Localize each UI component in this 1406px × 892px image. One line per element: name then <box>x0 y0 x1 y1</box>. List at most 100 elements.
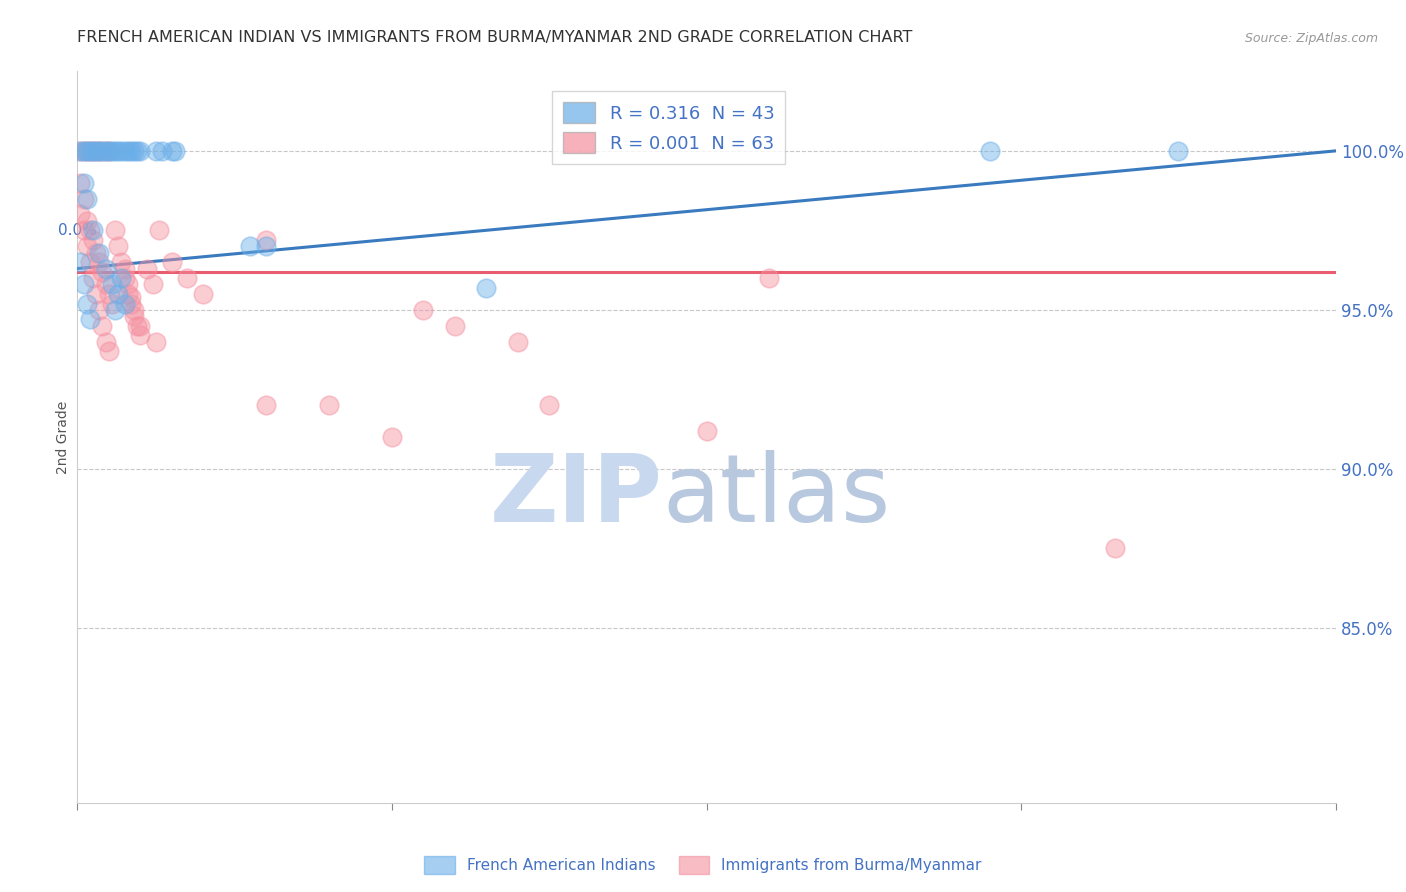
Point <box>979 144 1001 158</box>
Point <box>122 310 145 324</box>
Point <box>412 302 434 317</box>
Point <box>163 144 186 158</box>
Point <box>117 144 139 158</box>
Point <box>76 239 98 253</box>
Point <box>191 287 215 301</box>
Point <box>444 318 467 333</box>
Point <box>76 296 98 310</box>
Point <box>239 239 262 253</box>
Point <box>82 144 104 158</box>
Legend: French American Indians, Immigrants from Burma/Myanmar: French American Indians, Immigrants from… <box>418 850 988 880</box>
Point <box>69 207 91 221</box>
Point <box>97 144 120 158</box>
Point <box>254 398 277 412</box>
Point <box>758 271 780 285</box>
Point <box>150 144 173 158</box>
Point <box>84 144 107 158</box>
Point <box>82 223 104 237</box>
Point <box>129 328 152 343</box>
Point <box>72 277 94 292</box>
Point <box>72 223 94 237</box>
Point <box>79 144 101 158</box>
Point <box>79 144 101 158</box>
Point <box>318 398 340 412</box>
Text: atlas: atlas <box>662 450 891 541</box>
Point <box>104 223 127 237</box>
Point <box>89 144 111 158</box>
Point <box>72 176 94 190</box>
Text: FRENCH AMERICAN INDIAN VS IMMIGRANTS FROM BURMA/MYANMAR 2ND GRADE CORRELATION CH: FRENCH AMERICAN INDIAN VS IMMIGRANTS FRO… <box>77 29 912 45</box>
Point <box>129 144 152 158</box>
Point <box>79 223 101 237</box>
Point <box>94 277 117 292</box>
Point <box>82 233 104 247</box>
Point <box>148 223 170 237</box>
Point <box>72 144 94 158</box>
Point <box>122 302 145 317</box>
Point <box>114 296 136 310</box>
Point <box>89 255 111 269</box>
Point <box>101 144 124 158</box>
Point <box>538 398 561 412</box>
Point <box>97 144 120 158</box>
Point <box>72 144 94 158</box>
Point <box>145 334 167 349</box>
Point <box>89 245 111 260</box>
Point <box>79 312 101 326</box>
Point <box>91 265 114 279</box>
Point <box>76 192 98 206</box>
Text: Source: ZipAtlas.com: Source: ZipAtlas.com <box>1244 31 1378 45</box>
Point <box>117 277 139 292</box>
Point <box>84 245 107 260</box>
Point <box>79 255 101 269</box>
Point <box>69 144 91 158</box>
Point <box>97 287 120 301</box>
Text: 0.0%: 0.0% <box>58 224 97 238</box>
Point <box>76 144 98 158</box>
Point <box>107 144 129 158</box>
Legend: R = 0.316  N = 43, R = 0.001  N = 63: R = 0.316 N = 43, R = 0.001 N = 63 <box>553 91 786 164</box>
Point <box>696 424 718 438</box>
Point <box>122 144 145 158</box>
Point <box>120 296 142 310</box>
Point <box>114 144 136 158</box>
Point <box>381 430 404 444</box>
Point <box>160 144 183 158</box>
Point <box>69 255 91 269</box>
Point <box>76 144 98 158</box>
Point <box>84 287 107 301</box>
Point <box>110 144 132 158</box>
Point <box>142 277 165 292</box>
Point <box>91 144 114 158</box>
Point <box>145 144 167 158</box>
Point <box>110 271 132 285</box>
Point <box>254 239 277 253</box>
Point <box>101 296 124 310</box>
Point <box>101 277 124 292</box>
Point <box>107 287 129 301</box>
Point <box>120 290 142 304</box>
Point <box>104 302 127 317</box>
Point <box>1167 144 1189 158</box>
Y-axis label: 2nd Grade: 2nd Grade <box>56 401 70 474</box>
Point <box>127 144 149 158</box>
Point <box>94 144 117 158</box>
Point <box>254 233 277 247</box>
Point <box>84 144 107 158</box>
Point <box>69 176 91 190</box>
Point <box>104 144 127 158</box>
Point <box>89 144 111 158</box>
Point <box>91 144 114 158</box>
Point <box>110 255 132 269</box>
Point <box>82 144 104 158</box>
Point <box>82 271 104 285</box>
Point <box>135 261 157 276</box>
Point <box>107 239 129 253</box>
Point <box>69 144 91 158</box>
Point <box>114 271 136 285</box>
Point <box>117 287 139 301</box>
Point <box>160 255 183 269</box>
Point <box>76 214 98 228</box>
Point <box>506 334 529 349</box>
Point <box>91 318 114 333</box>
